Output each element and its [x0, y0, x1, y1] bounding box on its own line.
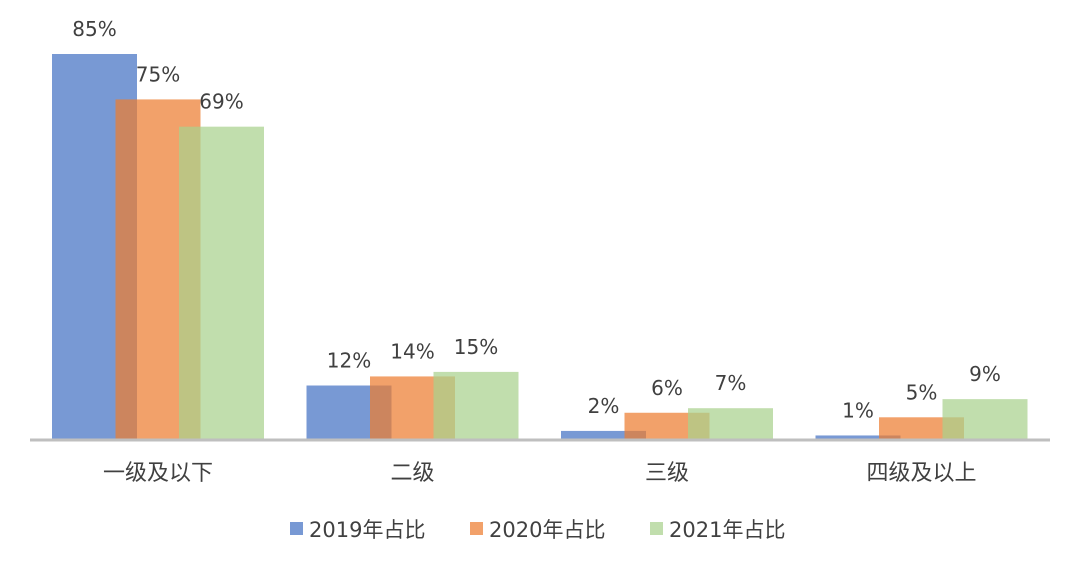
- data-label: 1%: [842, 398, 874, 422]
- legend-label-2: 2020年占比: [489, 518, 605, 542]
- bar-1-4: [815, 435, 901, 440]
- data-label: 85%: [72, 17, 116, 41]
- bar-3-4: [942, 399, 1028, 440]
- bar-3-3: [688, 408, 773, 440]
- data-label: 69%: [199, 90, 243, 114]
- data-label: 75%: [136, 62, 180, 86]
- bar-3-1: [179, 126, 264, 441]
- legend-label-3: 2021年占比: [669, 518, 785, 542]
- legend-swatch-2: [470, 522, 483, 535]
- legend-swatch-3: [650, 522, 663, 535]
- data-label: 14%: [390, 339, 434, 363]
- data-label: 12%: [327, 349, 371, 373]
- bar-3-2: [433, 371, 519, 440]
- legend-swatch-1: [290, 522, 303, 535]
- data-label: 7%: [715, 371, 747, 395]
- data-label: 2%: [588, 394, 620, 418]
- category-tick-label: 一级及以下: [103, 461, 213, 486]
- category-tick-label: 三级: [645, 461, 689, 486]
- data-label: 9%: [969, 362, 1001, 386]
- category-tick-label: 四级及以上: [866, 461, 976, 486]
- data-label: 5%: [906, 380, 938, 404]
- legend-label-1: 2019年占比: [309, 518, 425, 542]
- data-label: 6%: [651, 376, 683, 400]
- data-label: 15%: [454, 335, 498, 359]
- bar-1-3: [561, 430, 646, 440]
- category-tick-label: 二级: [390, 461, 434, 486]
